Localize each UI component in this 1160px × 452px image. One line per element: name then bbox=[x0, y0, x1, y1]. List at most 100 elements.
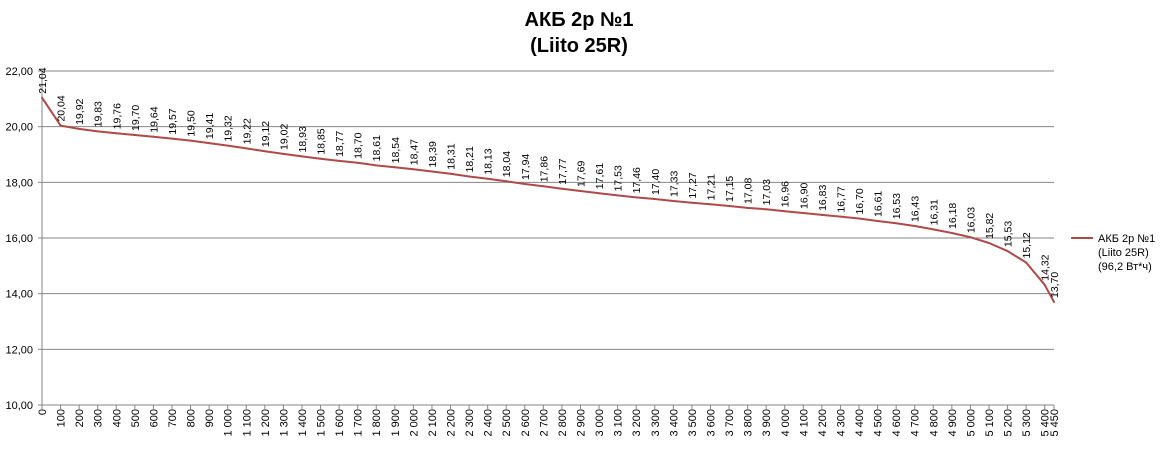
x-tick-label: 3 300 bbox=[650, 409, 662, 437]
data-label: 13,70 bbox=[1049, 272, 1061, 298]
data-point bbox=[820, 213, 823, 216]
y-tick-label: 20,00 bbox=[5, 122, 33, 134]
y-tick-label: 16,00 bbox=[5, 233, 33, 245]
y-tick-label: 18,00 bbox=[5, 177, 33, 189]
data-label: 19,41 bbox=[204, 113, 216, 139]
x-tick-label: 4 500 bbox=[873, 409, 885, 437]
x-tick-label: 4 400 bbox=[854, 409, 866, 437]
legend-line-3: (96,2 Вт*ч) bbox=[1098, 261, 1152, 273]
x-tick-label: 2 200 bbox=[446, 409, 458, 437]
data-label: 17,61 bbox=[594, 163, 606, 189]
data-label: 18,93 bbox=[297, 126, 309, 152]
x-tick-label: 300 bbox=[93, 409, 105, 427]
chart-title-line-2: (Liito 25R) bbox=[530, 35, 628, 57]
data-point bbox=[338, 159, 341, 162]
data-point bbox=[653, 198, 656, 201]
x-tick-label: 3 400 bbox=[668, 409, 680, 437]
data-label: 16,90 bbox=[798, 183, 810, 209]
x-tick-label: 900 bbox=[204, 409, 216, 427]
x-tick-label: 400 bbox=[111, 409, 123, 427]
data-label: 17,69 bbox=[575, 161, 587, 187]
series-line bbox=[41, 97, 1055, 303]
data-point bbox=[783, 210, 786, 213]
x-tick-label: 5 400 bbox=[1040, 409, 1052, 437]
data-label: 16,43 bbox=[910, 196, 922, 222]
x-tick-label: 2 000 bbox=[408, 409, 420, 437]
data-label: 16,77 bbox=[835, 186, 847, 212]
data-point bbox=[560, 187, 563, 190]
data-label: 19,12 bbox=[260, 121, 272, 147]
data-point bbox=[895, 222, 898, 225]
data-label: 19,50 bbox=[186, 110, 198, 136]
data-point bbox=[598, 192, 601, 195]
data-label: 14,32 bbox=[1040, 254, 1052, 280]
data-point bbox=[858, 217, 861, 220]
x-tick-label: 700 bbox=[167, 409, 179, 427]
data-label: 16,70 bbox=[854, 188, 866, 214]
x-tick-label: 1 800 bbox=[371, 409, 383, 437]
data-point bbox=[690, 201, 693, 204]
y-tick-label: 22,00 bbox=[5, 66, 33, 78]
x-tick-label: 3 800 bbox=[743, 409, 755, 437]
data-label: 17,94 bbox=[520, 154, 532, 180]
x-tick-label: 5 450 bbox=[1049, 409, 1061, 437]
data-label: 19,32 bbox=[223, 115, 235, 141]
x-tick-label: 4 900 bbox=[947, 409, 959, 437]
x-tick-label: 2 900 bbox=[575, 409, 587, 437]
x-tick-label: 4 800 bbox=[928, 409, 940, 437]
data-point bbox=[839, 215, 842, 218]
x-tick-label: 5 000 bbox=[965, 409, 977, 437]
data-point bbox=[913, 225, 916, 228]
data-label: 16,96 bbox=[780, 181, 792, 207]
data-label: 16,83 bbox=[817, 184, 829, 210]
x-tick-label: 2 500 bbox=[501, 409, 513, 437]
data-point bbox=[59, 124, 62, 127]
data-label: 18,13 bbox=[483, 148, 495, 174]
data-label: 17,27 bbox=[687, 172, 699, 198]
x-tick-label: 600 bbox=[148, 409, 160, 427]
data-point bbox=[969, 236, 972, 239]
data-label: 18,61 bbox=[371, 135, 383, 161]
y-tick-label: 10,00 bbox=[5, 400, 33, 412]
x-tick-label: 3 600 bbox=[705, 409, 717, 437]
x-tick-label: 800 bbox=[186, 409, 198, 427]
data-label: 18,77 bbox=[334, 130, 346, 156]
x-tick-label: 5 100 bbox=[984, 409, 996, 437]
data-label: 15,82 bbox=[984, 213, 996, 239]
data-point bbox=[96, 130, 99, 133]
data-label: 17,15 bbox=[724, 176, 736, 202]
x-tick-label: 1 300 bbox=[278, 409, 290, 437]
x-tick-label: 2 400 bbox=[483, 409, 495, 437]
y-tick-labels: 10,00 12,00 14,00 16,00 18,00 20,00 22,00 bbox=[5, 66, 33, 412]
x-tick-label: 3 900 bbox=[761, 409, 773, 437]
data-point bbox=[728, 204, 731, 207]
x-tick-label: 1 200 bbox=[260, 409, 272, 437]
data-point bbox=[468, 175, 471, 178]
data-label: 16,03 bbox=[965, 207, 977, 233]
data-point bbox=[282, 152, 285, 155]
data-point bbox=[950, 231, 953, 234]
x-tick-label: 4 100 bbox=[798, 409, 810, 437]
data-label: 16,31 bbox=[928, 199, 940, 225]
data-label: 19,83 bbox=[93, 101, 105, 127]
data-point bbox=[393, 166, 396, 169]
data-labels: 21,04 20,04 19,92 19,83 19,76 19,70 19,64 19,57… bbox=[37, 67, 1061, 298]
x-tick-label: 1 900 bbox=[390, 409, 402, 437]
data-label: 21,04 bbox=[37, 67, 49, 93]
legend: АКБ 2р №1 (Liito 25R) (96,2 Вт*ч) bbox=[1071, 233, 1155, 273]
x-tick-label: 2 800 bbox=[557, 409, 569, 437]
x-tick-label: 2 700 bbox=[538, 409, 550, 437]
data-point bbox=[542, 185, 545, 188]
data-label: 19,64 bbox=[148, 106, 160, 132]
data-point bbox=[876, 220, 879, 223]
x-tick-label: 2 100 bbox=[427, 409, 439, 437]
data-point bbox=[189, 139, 192, 142]
data-label: 19,02 bbox=[278, 124, 290, 150]
x-tick-label: 3 200 bbox=[631, 409, 643, 437]
data-label: 16,53 bbox=[891, 193, 903, 219]
data-point bbox=[412, 168, 415, 171]
data-point bbox=[523, 183, 526, 186]
data-label: 19,57 bbox=[167, 108, 179, 134]
x-tick-label: 1 400 bbox=[297, 409, 309, 437]
